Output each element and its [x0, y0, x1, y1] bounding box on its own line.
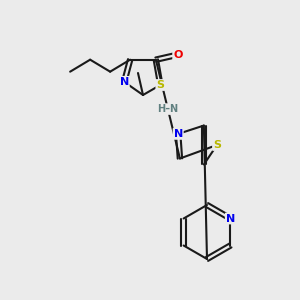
Text: S: S: [156, 80, 164, 90]
Text: N: N: [120, 77, 129, 87]
Text: S: S: [213, 140, 221, 150]
Text: O: O: [173, 50, 182, 60]
Text: N: N: [174, 129, 183, 139]
Text: H–N: H–N: [157, 104, 178, 114]
Text: N: N: [226, 214, 235, 224]
